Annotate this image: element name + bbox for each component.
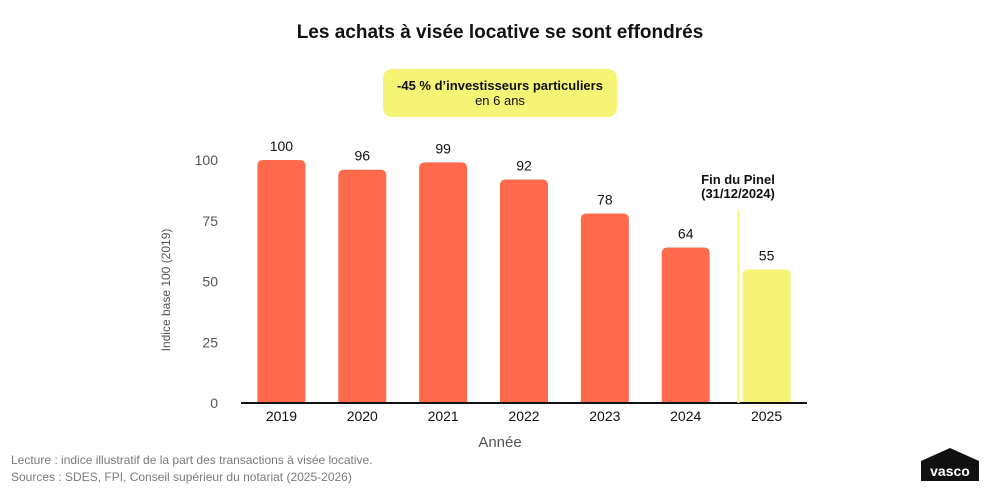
annotation-line2: (31/12/2024) [701,186,775,201]
x-axis-ticks: 2019 2020 2021 2022 2023 2024 2025 [266,408,783,424]
x-tick-label-2023: 2023 [589,408,620,424]
footer-notes: Lecture : indice illustratif de la part … [11,452,373,486]
data-label-2021: 99 [435,140,451,156]
y-tick-label: 100 [195,152,219,168]
x-tick-label-2021: 2021 [428,408,459,424]
callout-badge: -45 % d’investisseurs particuliers en 6 … [383,69,617,117]
x-tick-label-2019: 2019 [266,408,297,424]
bar-2023 [580,213,629,403]
data-label-2025: 55 [759,247,775,263]
bar-2022 [500,179,548,403]
y-tick-label: 25 [202,334,218,350]
y-axis-ticks: 0 25 50 75 100 [195,152,219,411]
callout-subline: en 6 ans [475,93,525,108]
y-tick-label: 0 [210,395,218,411]
callout-headline: -45 % d’investisseurs particuliers [397,78,603,93]
x-tick-label-2024: 2024 [670,408,701,424]
bar-2024 [661,247,710,403]
y-axis-label: Indice base 100 (2019) [159,229,173,352]
vasco-logo: vasco [921,448,979,481]
bar-2019 [257,160,306,403]
y-tick-label: 50 [202,274,218,290]
data-label-2019: 100 [270,138,294,154]
x-axis-label: Année [478,434,521,451]
bar-2021 [419,162,468,403]
footer-lecture: Lecture : indice illustratif de la part … [11,453,373,467]
x-tick-label-2020: 2020 [347,408,378,424]
logo-text: vasco [930,463,970,479]
data-labels-group: 100 96 99 92 78 64 55 [270,138,775,263]
bar-2020 [338,169,387,403]
bar-2025 [742,269,791,403]
x-tick-label-2022: 2022 [508,408,539,424]
data-label-2023: 78 [597,191,613,207]
data-label-2020: 96 [354,148,370,164]
chart-title: Les achats à visée locative se sont effo… [296,22,704,43]
bars-group [257,160,791,403]
footer-sources: Sources : SDES, FPI, Conseil supérieur d… [11,470,352,484]
data-label-2022: 92 [516,157,532,173]
x-tick-label-2025: 2025 [751,408,782,424]
y-tick-label: 75 [202,213,218,229]
annotation-line1: Fin du Pinel [701,172,775,187]
data-label-2024: 64 [678,225,694,241]
